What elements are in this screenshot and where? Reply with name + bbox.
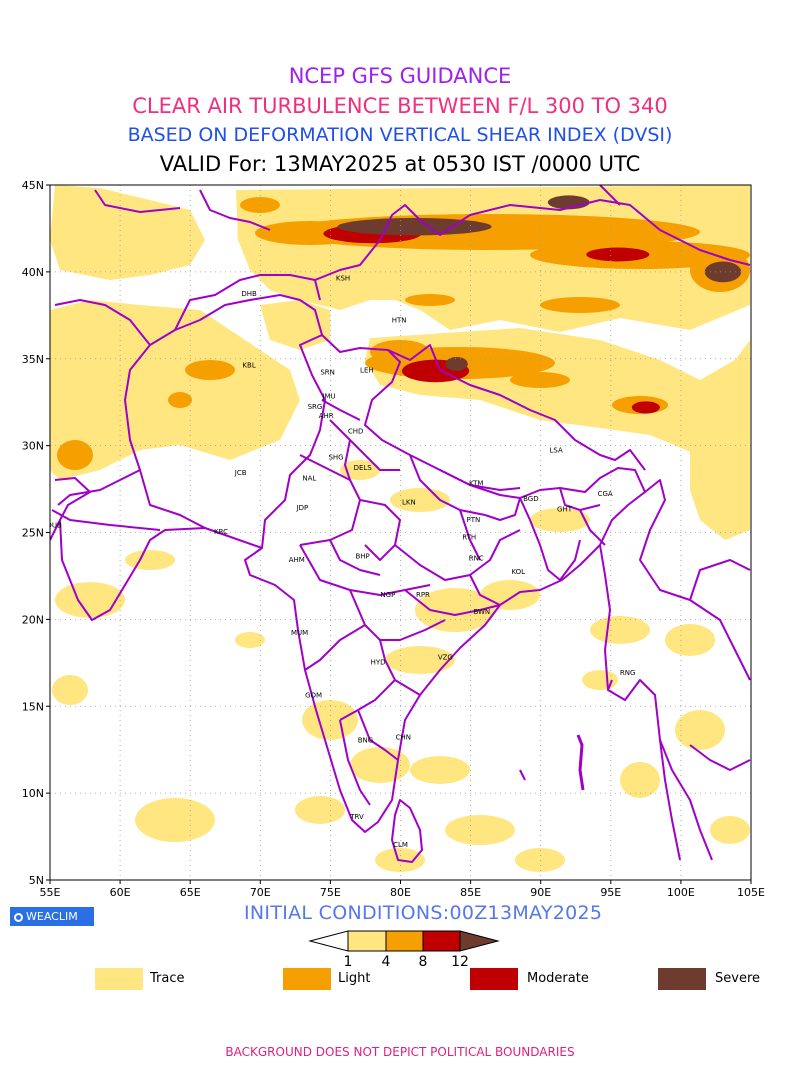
legend-label-light: Light xyxy=(338,971,371,986)
station-label: DELS xyxy=(354,464,373,472)
trace-field xyxy=(50,185,750,872)
colorbar-threshold-12: 12 xyxy=(451,954,469,970)
title-line-2: CLEAR AIR TURBULENCE BETWEEN F/L 300 TO … xyxy=(132,94,668,118)
station-label: MUM xyxy=(291,629,308,637)
weaclim-logo: WEACLIM xyxy=(10,907,94,926)
legend-swatch-severe xyxy=(658,968,706,990)
lat-tick-label: 20N xyxy=(22,613,44,626)
station-label: RNC xyxy=(469,554,484,562)
colorbar-threshold-1: 1 xyxy=(344,954,353,970)
station-label: BHP xyxy=(355,553,369,561)
station-label: PTN xyxy=(467,516,481,524)
legend-label-severe: Severe xyxy=(715,971,760,986)
boundary-lines xyxy=(50,185,751,863)
station-label: JDP xyxy=(296,504,309,512)
station-label: RTH xyxy=(462,533,476,541)
moderate-zone xyxy=(631,401,660,414)
title-line-3: BASED ON DEFORMATION VERTICAL SHEAR INDE… xyxy=(127,124,673,146)
station-label: JCB xyxy=(234,469,247,477)
lat-tick-label: 40N xyxy=(22,266,44,279)
station-label: AHM xyxy=(289,556,305,564)
colorbar-under-arrow xyxy=(308,930,349,952)
legend-swatch-trace xyxy=(95,968,143,990)
lon-tick-label: 70E xyxy=(250,886,271,899)
lon-tick-label: 65E xyxy=(180,886,201,899)
logo-text: WEACLIM xyxy=(26,910,78,923)
initial-conditions: INITIAL CONDITIONS:00Z13MAY2025 xyxy=(244,902,603,924)
station-label: HTN xyxy=(392,316,407,324)
colorbar: 1 4 8 12 xyxy=(308,930,500,970)
valid-time: VALID For: 13MAY2025 at 0530 IST /0000 U… xyxy=(159,152,641,176)
severe-zone xyxy=(337,218,492,236)
lat-tick-label: 30N xyxy=(22,440,44,453)
legend-swatch-moderate xyxy=(470,968,518,990)
station-label: SRG xyxy=(308,403,323,411)
lat-tick-label: 5N xyxy=(29,874,44,887)
station-label: DHB xyxy=(241,290,257,298)
logo-ring-icon xyxy=(14,913,23,922)
station-label: GOM xyxy=(305,692,322,700)
station-label: HYD xyxy=(371,659,386,667)
lon-tick-label: 80E xyxy=(390,886,411,899)
axis-ticks xyxy=(46,184,752,884)
lon-tick-label: 55E xyxy=(40,886,61,899)
legend-swatch-light xyxy=(283,968,331,990)
lat-tick-label: 10N xyxy=(22,787,44,800)
lat-tick-label: 25N xyxy=(22,527,44,540)
station-label: RNG xyxy=(620,669,636,677)
station-label: LEH xyxy=(360,367,374,375)
lon-tick-label: 60E xyxy=(110,886,131,899)
lon-tick-label: 90E xyxy=(530,886,551,899)
station-label: NAL xyxy=(302,474,316,482)
lon-tick-label: 75E xyxy=(320,886,341,899)
station-label: RPR xyxy=(416,591,430,599)
moderate-zone xyxy=(586,247,650,262)
station-label: SRN xyxy=(320,368,335,376)
lon-tick-label: 95E xyxy=(600,886,621,899)
station-label: GHT xyxy=(557,506,573,514)
colorbar-light xyxy=(385,930,424,952)
station-label: TRV xyxy=(349,813,364,821)
station-label: CLM xyxy=(393,841,408,849)
colorbar-over-arrow xyxy=(459,930,500,952)
lat-tick-label: 15N xyxy=(22,700,44,713)
station-label: BNG xyxy=(358,737,373,745)
station-label: NGP xyxy=(380,591,395,599)
legend-label-trace: Trace xyxy=(150,971,185,986)
station-label: LSA xyxy=(549,447,562,455)
severe-zone xyxy=(445,357,468,371)
station-label: AHR xyxy=(319,412,334,420)
lat-tick-label: 45N xyxy=(22,179,44,192)
title-line-1: NCEP GFS GUIDANCE xyxy=(288,64,512,88)
station-label: CHN xyxy=(396,733,411,741)
station-label: DUB xyxy=(47,521,63,529)
station-label: VZG xyxy=(438,653,453,661)
lat-tick-label: 35N xyxy=(22,353,44,366)
lon-tick-label: 85E xyxy=(460,886,481,899)
severe-zone xyxy=(704,261,742,283)
station-label: JMU xyxy=(321,393,335,401)
disclaimer-footer: BACKGROUND DOES NOT DEPICT POLITICAL BOU… xyxy=(225,1045,575,1059)
colorbar-moderate xyxy=(422,930,461,952)
lon-tick-label: 105E xyxy=(737,886,765,899)
station-label: KTM xyxy=(469,480,483,488)
colorbar-trace xyxy=(347,930,387,952)
station-label: CHD xyxy=(348,427,364,435)
station-label: KBL xyxy=(242,361,255,369)
station-label: BWN xyxy=(473,608,490,616)
lon-tick-label: 100E xyxy=(667,886,695,899)
station-label: BGD xyxy=(523,495,539,503)
station-label: LKN xyxy=(402,499,416,507)
station-label: KOL xyxy=(511,568,525,576)
station-label: CGA xyxy=(598,490,613,498)
colorbar-threshold-8: 8 xyxy=(419,954,428,970)
station-label: KSH xyxy=(336,275,350,283)
colorbar-threshold-4: 4 xyxy=(382,954,391,970)
station-label: SHG xyxy=(328,454,343,462)
legend-label-moderate: Moderate xyxy=(527,971,589,986)
axis-labels: 55E 60E 65E 70E 75E 80E 85E 90E 95E 100E 105E 5N 10N… xyxy=(22,179,765,899)
station-label: KRC xyxy=(214,528,228,536)
